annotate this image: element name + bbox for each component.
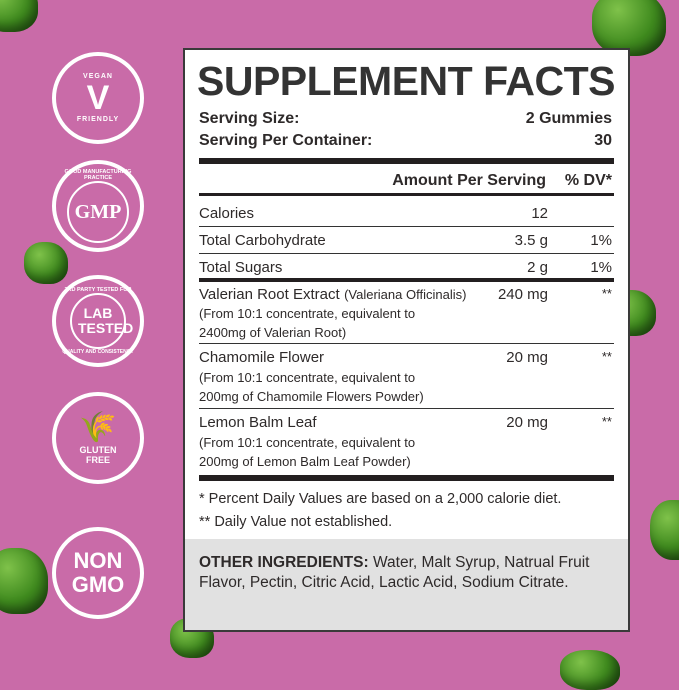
row-amount: 3.5 g (514, 232, 548, 249)
row-dv: ** (601, 349, 612, 364)
row-detail: 2400mg of Valerian Root) (199, 325, 347, 340)
row-detail: 200mg of Chamomile Flowers Powder) (199, 389, 424, 404)
lab-tested-badge: 3RD PARTY TESTED FOR LAB TESTED QUALITY … (52, 275, 144, 367)
row-amount: 20 mg (506, 414, 548, 431)
row-detail: 200mg of Lemon Balm Leaf Powder) (199, 454, 411, 469)
badge-text: LAB TESTED (78, 305, 134, 336)
page-title: SUPPLEMENT FACTS (197, 58, 615, 104)
badge-text: NON GMO (71, 548, 125, 597)
row-name: Total Sugars (199, 259, 283, 276)
row-dv: 1% (590, 259, 612, 276)
gmp-badge: GOOD MANUFACTURING PRACTICE GMP (52, 160, 144, 252)
serving-size-value: 2 Gummies (525, 110, 612, 127)
row-name: Valerian Root Extract (199, 286, 340, 303)
gummy-image (592, 0, 666, 56)
vegan-v-icon: V (86, 79, 110, 117)
gummy-image (0, 548, 48, 614)
row-latin: (Valeriana Officinalis) (344, 287, 467, 302)
row-dv: ** (601, 414, 612, 429)
other-ingredients: OTHER INGREDIENTS: Water, Malt Syrup, Na… (185, 539, 628, 630)
per-container-label: Serving Per Container: (199, 132, 373, 149)
gummy-image (650, 500, 679, 560)
supplement-facts-panel: SUPPLEMENT FACTS Serving Size: 2 Gummies… (183, 48, 630, 632)
vegan-friendly-badge: VEGAN V FRIENDLY (52, 52, 144, 144)
row-detail: (From 10:1 concentrate, equivalent to (199, 306, 416, 321)
per-container-value: 30 (594, 132, 612, 149)
row-detail: (From 10:1 concentrate, equivalent to (199, 435, 416, 450)
gluten-free-badge: 🌾 GLUTEN FREE (52, 392, 144, 484)
gummy-image (24, 242, 68, 284)
badge-text: GOOD MANUFACTURING PRACTICE (64, 169, 132, 181)
divider (199, 475, 614, 481)
divider (199, 278, 614, 282)
row-dv: ** (601, 286, 612, 301)
row-name: Lemon Balm Leaf (199, 414, 317, 431)
divider (199, 343, 614, 344)
gummy-image (560, 650, 620, 690)
serving-size-label: Serving Size: (199, 110, 300, 127)
divider (199, 253, 614, 254)
badge-text: FRIENDLY (76, 116, 120, 123)
gummy-image (0, 0, 38, 32)
badge-text: 3RD PARTY TESTED FOR (64, 287, 132, 293)
row-amount: 2 g (527, 259, 548, 276)
footnote: ** Daily Value not established. (199, 514, 393, 530)
badge-text: VEGAN (83, 73, 113, 80)
divider (199, 408, 614, 409)
non-gmo-badge: NON GMO (52, 527, 144, 619)
badge-text: GMP (74, 200, 122, 223)
amount-header: Amount Per Serving (392, 172, 546, 189)
divider (199, 226, 614, 227)
row-name: Calories (199, 205, 255, 222)
row-detail: (From 10:1 concentrate, equivalent to (199, 370, 416, 385)
row-amount: 12 (531, 205, 548, 222)
row-amount: 20 mg (506, 349, 548, 366)
other-ingredients-text: Water, Malt Syrup, Natrual Fruit Flavor,… (199, 554, 590, 591)
row-dv: 1% (590, 232, 612, 249)
footnote: * Percent Daily Values are based on a 2,… (199, 491, 562, 507)
divider (199, 158, 614, 164)
row-name: Chamomile Flower (199, 349, 325, 366)
other-ingredients-label: OTHER INGREDIENTS: (199, 554, 369, 571)
badge-text: QUALITY AND CONSISTENCY (62, 349, 134, 355)
dv-header: % DV* (564, 172, 612, 189)
row-amount: 240 mg (497, 286, 548, 303)
badge-text: GLUTEN FREE (79, 445, 117, 465)
divider (199, 193, 614, 196)
row-name: Total Carbohydrate (199, 232, 326, 249)
extract-row: Valerian Root Extract (Valeriana Officin… (199, 286, 466, 304)
wheat-crossed-icon: 🌾 (79, 411, 117, 444)
